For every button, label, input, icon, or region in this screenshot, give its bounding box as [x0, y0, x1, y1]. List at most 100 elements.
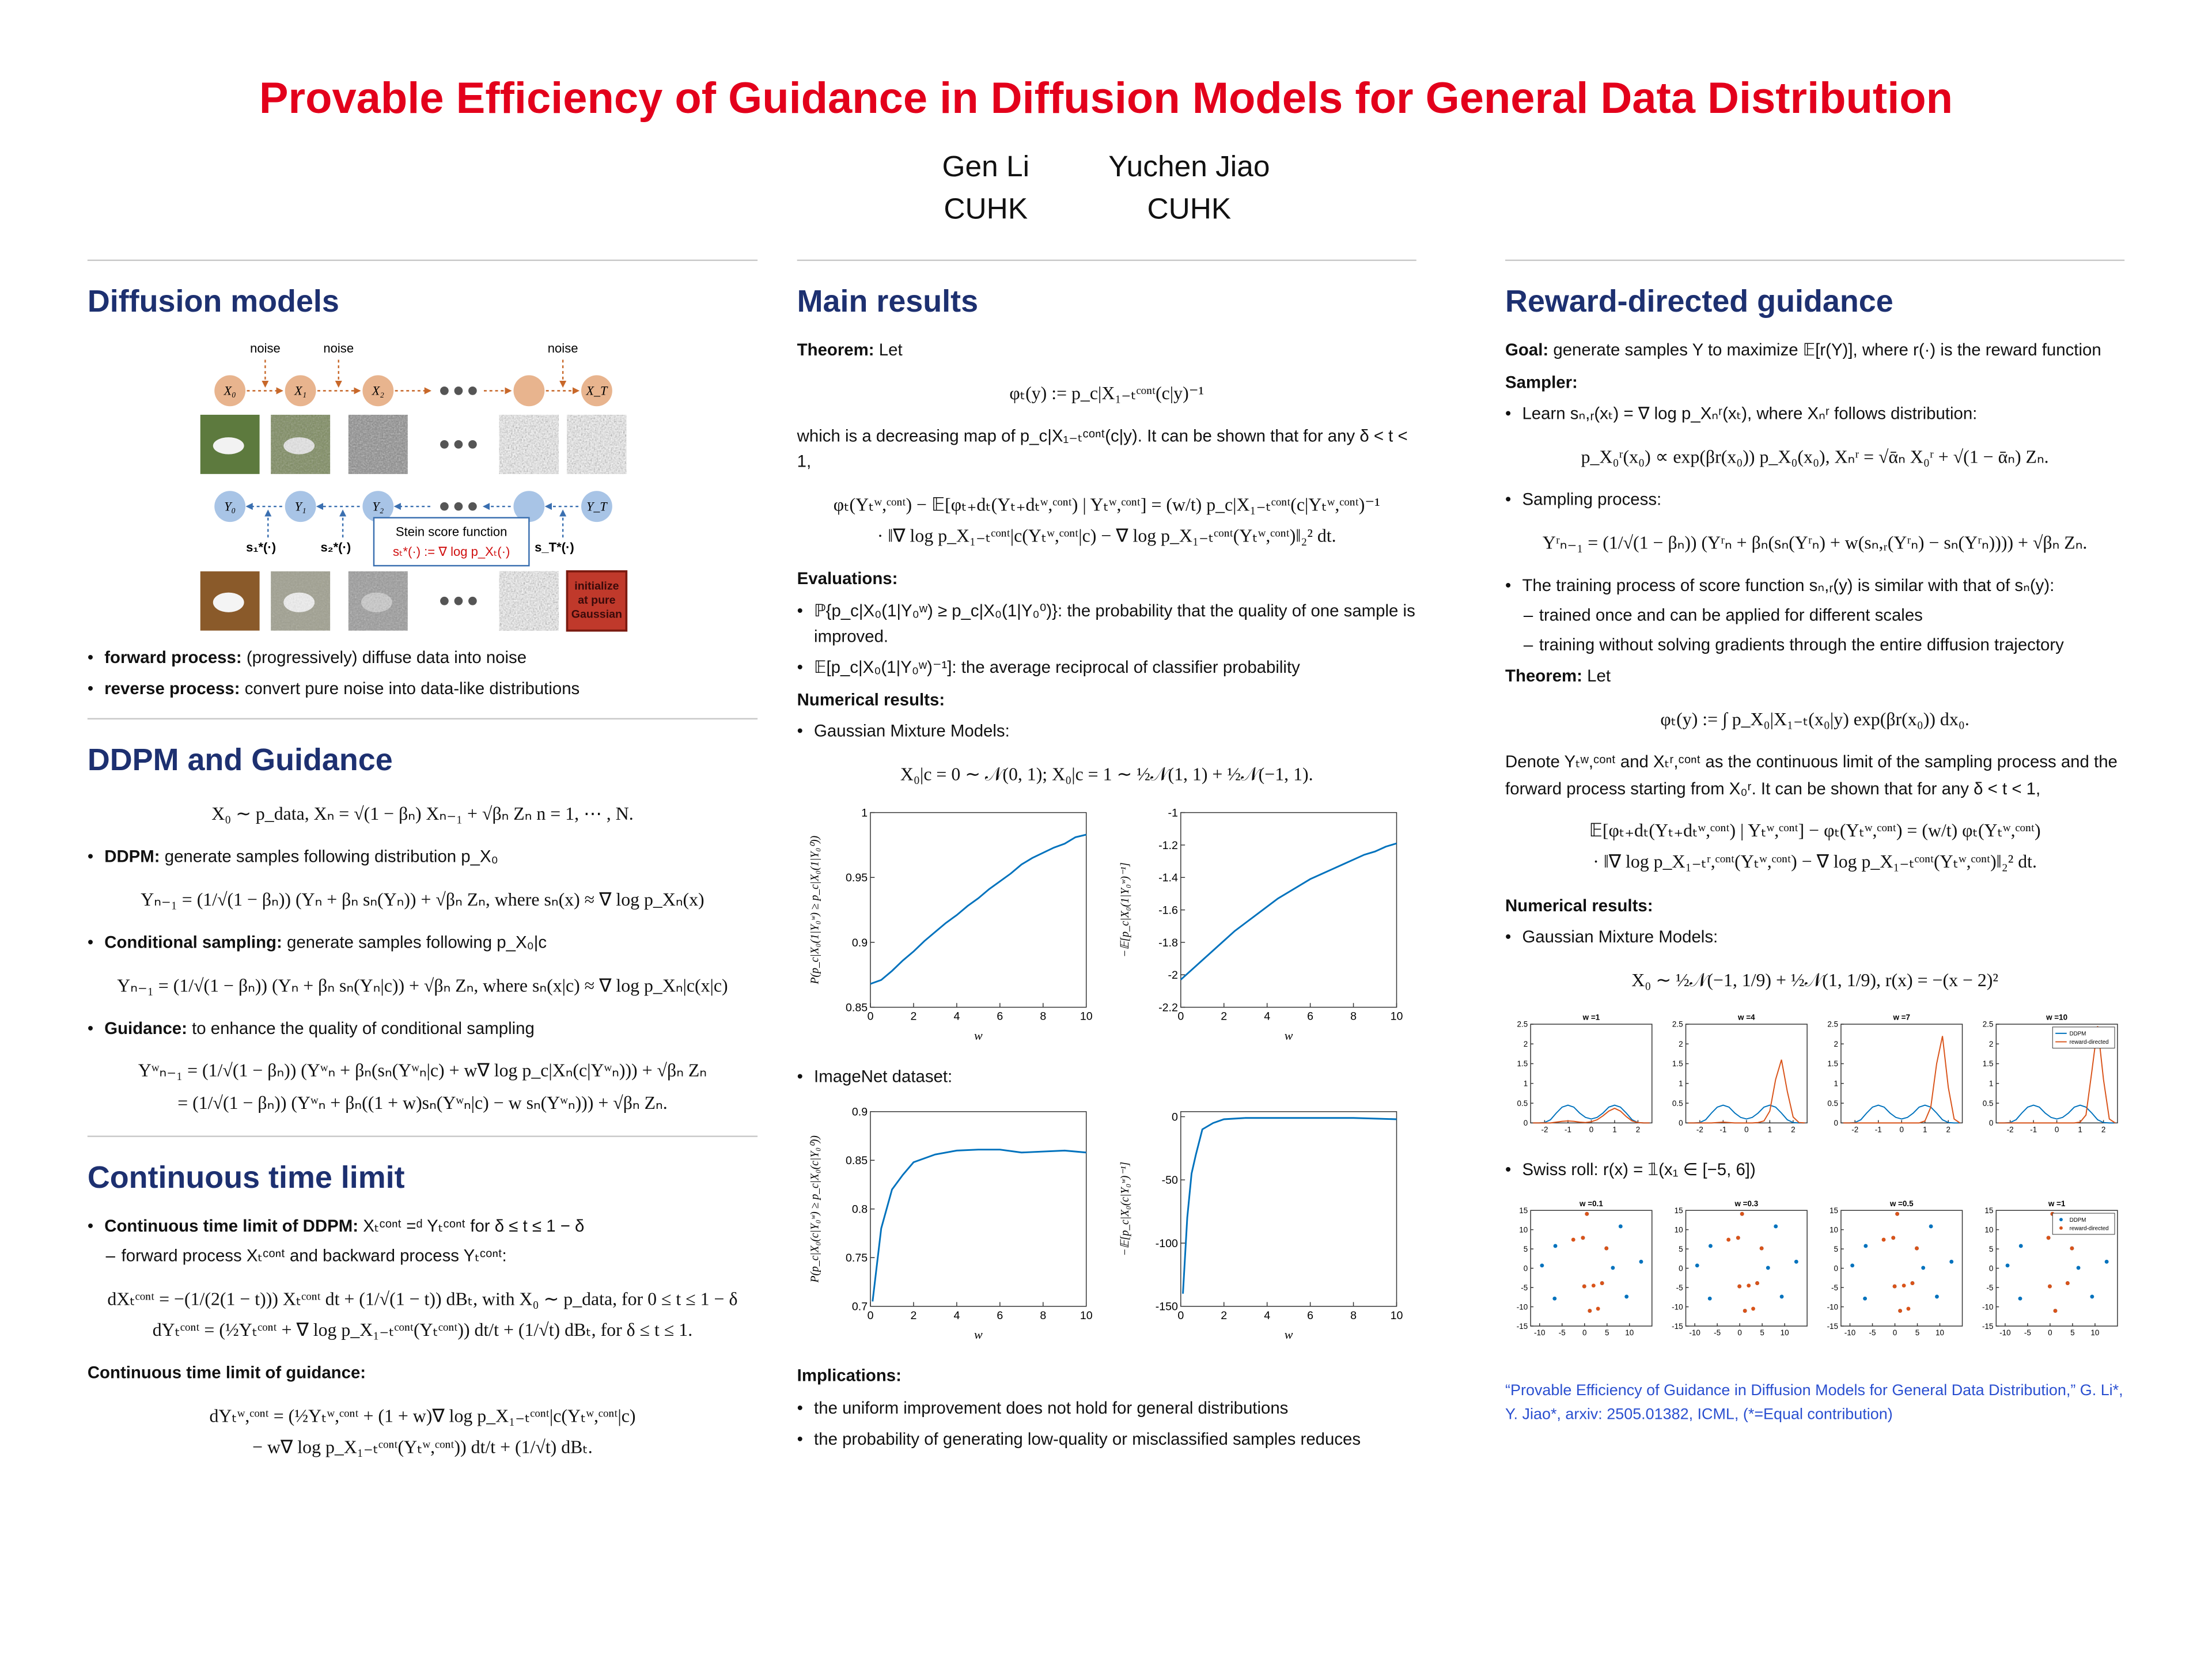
y-tick-label: -50: [1161, 1175, 1177, 1187]
y-tick-label: -2.2: [1158, 1001, 1178, 1014]
data-point: [2017, 1297, 2022, 1301]
data-point: [2065, 1282, 2069, 1286]
circle-shape: [453, 387, 463, 395]
rect-shape: [498, 415, 558, 475]
y-tick-label: 0.95: [846, 872, 868, 884]
paragraph: Continuous time limit of guidance:: [88, 1360, 757, 1387]
x-tick-label: 8: [1040, 1310, 1047, 1323]
equation: Yʳₙ₋₁ = (1/√(1 − βₙ)) (Yʳₙ + βₙ(sₙ(Yʳₙ) …: [1542, 531, 2088, 552]
chart-row: 0 2 4 6 8 10 0.85 0.9 0.95 1 w P(p_c|X₀(1|Y₀ʷ) ≥ p_…: [797, 804, 1416, 1043]
lead-text: Implications:: [797, 1366, 902, 1386]
column: Reward-directed guidance Goal: generate s…: [1505, 259, 2125, 1429]
author: Yuchen Jiao CUHK: [1108, 147, 1270, 232]
y-tick-label: 1: [862, 806, 868, 819]
data-point: [1600, 1282, 1605, 1286]
y-axis-label: −𝔼[p_c|X₀(c|Y₀ʷ)⁻¹]: [1119, 1162, 1131, 1257]
data-point: [1760, 1247, 1764, 1251]
x-tick-label: 0: [868, 1310, 874, 1323]
data-point: [1949, 1260, 1953, 1264]
x-axis-label: w: [975, 1028, 983, 1042]
chart-title: w =0.1: [1580, 1200, 1604, 1209]
x-tick-label: 4: [1264, 1310, 1270, 1323]
equation: φₜ(Yₜʷ,ᶜᵒⁿᵗ) − 𝔼[φₜ₊dₜ(Yₜ₊dₜʷ,ᶜᵒⁿᵗ) | Yₜ…: [833, 494, 1380, 546]
x-tick-label: -5: [1714, 1329, 1721, 1338]
x-tick-label: 4: [954, 1010, 960, 1022]
x-tick-label: 8: [1350, 1310, 1356, 1323]
circle-shape: [580, 491, 612, 522]
data-point: [1540, 1264, 1545, 1268]
y-tick-label: 0.85: [846, 1155, 868, 1168]
y-tick-label: 0: [1679, 1119, 1683, 1127]
data-point: [1897, 1309, 1902, 1313]
bullet-item: the uniform improvement does not hold fo…: [797, 1395, 1416, 1422]
legend-swatch: [2059, 1226, 2062, 1230]
text-shape: X₀: [222, 384, 235, 398]
x-tick-label: 5: [1760, 1329, 1764, 1338]
paragraph: Denote Yₜʷ,ᶜᵒⁿᵗ and Xₜʳ,ᶜᵒⁿᵗ as the cont…: [1505, 749, 2124, 802]
x-tick-label: 4: [954, 1310, 960, 1323]
g-shape: Y₀ Y₁ Y₂ Y_T: [224, 499, 607, 514]
bullet-item: reverse process: convert pure noise into…: [88, 675, 757, 702]
x-tick-label: 0: [1590, 1125, 1594, 1134]
y-tick-label: -5: [1676, 1284, 1683, 1293]
data-point: [1588, 1309, 1593, 1313]
x-tick-label: 10: [1781, 1329, 1789, 1338]
y-tick-label: 2: [1988, 1039, 1993, 1048]
bullet-item: Learn sₙ,ᵣ(xₜ) = ∇ log p_Xₙʳ(xₜ), where …: [1505, 401, 2124, 427]
x-tick-label: 5: [1605, 1329, 1609, 1338]
equation: Yₙ₋₁ = (1/√(1 − βₙ)) (Yₙ + βₙ sₙ(Yₙ|c)) …: [117, 974, 728, 996]
chart-title: w =1: [1583, 1013, 1601, 1021]
x-tick-label: 1: [1613, 1125, 1617, 1134]
y-tick-label: -2: [1168, 969, 1177, 982]
body-text: generate samples following p_X₀|c: [286, 933, 547, 953]
y-axis-label: P(p_c|X₀(1|Y₀ʷ) ≥ p_c|X₀(1|Y₀⁰)): [809, 835, 821, 984]
body-text: Gaussian Mixture Models:: [1522, 927, 1718, 947]
text-shape: noise: [249, 341, 280, 355]
data-line: [1688, 1104, 1805, 1123]
body-text: forward process Xₜᶜᵒⁿᵗ and backward proc…: [121, 1246, 507, 1266]
y-axis-label: −𝔼[p_c|X₀(1|Y₀ʷ)⁻¹]: [1119, 862, 1131, 957]
y-axis-label: P(p_c|X₀(c|Y₀ʷ) ≥ p_c|X₀(c|Y₀⁰)): [809, 1136, 821, 1283]
chart: 0 2 4 6 8 10 0.85 0.9 0.95 1 w P(p_c|X₀(1|Y₀ʷ) ≥ p_…: [809, 806, 1093, 1042]
data-point: [1747, 1284, 1751, 1289]
equation: φₜ(y) := p_c|X₁₋ₜᶜᵒⁿᵗ(c|y)⁻¹: [1009, 381, 1205, 403]
data-line: [1843, 1104, 1960, 1123]
y-tick-label: 0.5: [1672, 1099, 1683, 1107]
y-tick-label: 15: [1830, 1207, 1838, 1215]
g-shape: [245, 503, 578, 538]
x-tick-label: 0: [1738, 1329, 1742, 1338]
data-point: [2089, 1295, 2094, 1300]
x-tick-label: 0: [1899, 1125, 1903, 1134]
foreignobject-shape: initialize at pure Gaussian: [570, 579, 622, 621]
x-tick-label: 2: [1946, 1125, 1950, 1134]
plot-frame: [1180, 812, 1397, 1007]
body-text: 𝔼[p_c|X₀(1|Y₀ʷ)⁻¹]: the average reciproc…: [814, 657, 1300, 677]
data-point: [1921, 1266, 1925, 1271]
init-label: initialize at pure Gaussian: [570, 579, 622, 621]
lead-text: Numerical results:: [797, 689, 945, 709]
body-text: The training process of score function s…: [1522, 575, 2055, 595]
y-tick-label: 2: [1679, 1039, 1683, 1048]
lead-text: DDPM:: [104, 847, 160, 867]
circle-shape: [284, 375, 316, 407]
x-tick-label: -1: [2029, 1125, 2036, 1134]
chart-title: w =1: [2047, 1200, 2065, 1209]
plot-frame: [1840, 1210, 1963, 1327]
y-tick-label: -1.2: [1158, 839, 1178, 851]
equation: X₀ ∼ ½𝒩(−1, 1/9) + ½𝒩(1, 1/9), r(x) = −(…: [1631, 968, 1998, 990]
lead-text: Goal:: [1505, 340, 1549, 360]
chart-row: w =1 -2 -1 0 1 2 0 0.5 1 1.5 2 2.5 w =4 -2 -1 0 1 2 0 0.5 1 1…: [1505, 1010, 2124, 1137]
x-tick-label: 1: [2077, 1125, 2081, 1134]
plot-frame: [1180, 1112, 1397, 1308]
text-shape: sₜ*(·) := ∇ log p_Xₜ(·): [392, 544, 509, 559]
data-point: [1755, 1282, 1760, 1286]
data-point: [1850, 1264, 1854, 1268]
data-point: [2046, 1236, 2050, 1241]
circle-shape: [284, 491, 316, 522]
y-tick-label: 0: [1171, 1111, 1177, 1124]
chart: w =4 -2 -1 0 1 2 0 0.5 1 1.5 2 2.5: [1672, 1013, 1808, 1134]
lead-text: Continuous time limit of guidance:: [87, 1362, 366, 1383]
y-tick-label: 5: [1679, 1245, 1683, 1254]
text-shape: Stein score function: [395, 525, 506, 539]
x-tick-label: 1: [1768, 1125, 1772, 1134]
